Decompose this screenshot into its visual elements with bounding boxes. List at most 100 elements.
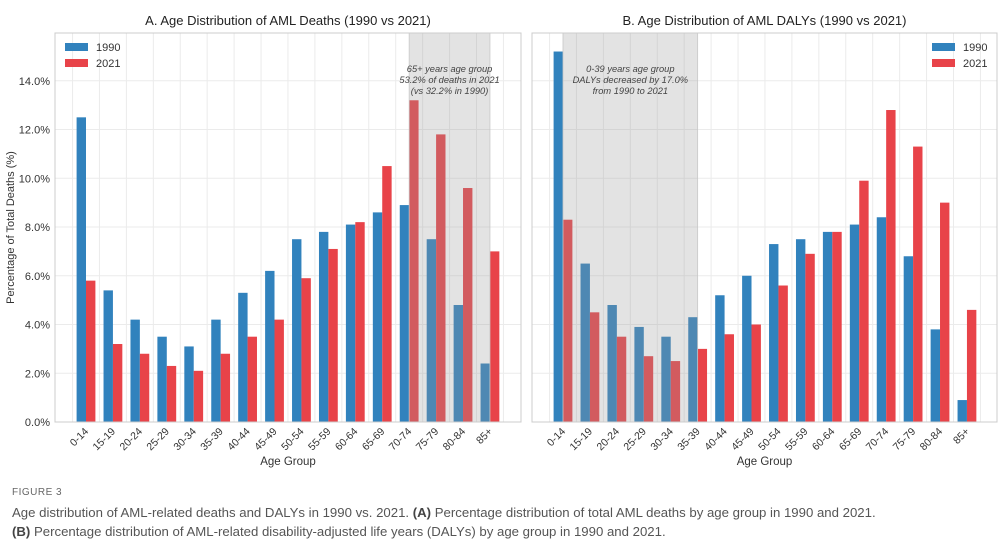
bar-1990-65-69 xyxy=(372,212,383,422)
bar-2021-40-44 xyxy=(724,334,734,422)
bar-1990-80-84 xyxy=(930,329,941,422)
y-tick-label: 2.0% xyxy=(25,368,50,380)
bar-1990-35-39 xyxy=(211,319,221,422)
bar-1990-40-44 xyxy=(238,292,248,422)
plot-frame xyxy=(54,32,522,423)
caption-b-tag: (B) xyxy=(12,524,31,539)
bar-2021-60-64 xyxy=(355,222,365,422)
legend-swatch-1990 xyxy=(932,43,955,51)
bar-2021-25-29 xyxy=(643,356,654,422)
x-tick-label: 35-39 xyxy=(198,426,226,454)
bar-2021-45-49 xyxy=(751,324,761,422)
x-tick-label: 75-79 xyxy=(891,426,919,454)
bar-2021-20-24 xyxy=(616,336,627,422)
x-tick-label: 65-69 xyxy=(360,426,388,454)
plot-frame xyxy=(531,32,998,423)
y-tick-label: 10.0% xyxy=(19,173,50,185)
bar-1990-50-54 xyxy=(292,239,302,422)
bar-1990-55-59 xyxy=(795,239,806,422)
x-tick-label: 50-54 xyxy=(279,426,307,454)
bar-2021-0-14 xyxy=(563,219,573,422)
bar-2021-85+ xyxy=(966,309,977,422)
annotation-line: 0-39 years age group xyxy=(586,64,674,74)
x-tick-label: 15-19 xyxy=(91,426,119,454)
x-axis-label: Age Group xyxy=(737,456,793,468)
y-tick-label: 0.0% xyxy=(25,417,50,429)
x-tick-label: 40-44 xyxy=(225,426,253,454)
y-tick-label: 4.0% xyxy=(25,320,50,332)
annotation-line: DALYs decreased by 17.0% xyxy=(573,75,688,85)
bar-1990-20-24 xyxy=(130,319,140,422)
x-tick-label: 75-79 xyxy=(414,426,442,454)
legend: 1990 2021 xyxy=(65,42,120,70)
bar-1990-75-79 xyxy=(903,256,914,422)
x-tick-label: 20-24 xyxy=(118,426,146,454)
bar-2021-55-59 xyxy=(328,248,338,422)
chart-title: A. Age Distribution of AML Deaths (1990 … xyxy=(145,13,431,28)
bar-2021-75-79 xyxy=(913,146,923,422)
bar-1990-50-54 xyxy=(769,244,779,422)
bar-1990-15-19 xyxy=(580,263,590,422)
bar-1990-35-39 xyxy=(688,317,698,422)
legend-swatch-2021 xyxy=(65,59,88,67)
bar-1990-45-49 xyxy=(742,275,752,422)
x-tick-label: 80-84 xyxy=(441,426,469,454)
legend-swatch-2021 xyxy=(932,59,955,67)
chart-title: B. Age Distribution of AML DALYs (1990 v… xyxy=(623,13,907,28)
x-tick-label: 70-74 xyxy=(387,426,415,454)
y-axis-label: Percentage of Total Deaths (%) xyxy=(5,151,17,304)
legend-label: 1990 xyxy=(963,42,987,54)
x-tick-label: 45-49 xyxy=(729,426,757,454)
highlight-region xyxy=(408,32,491,423)
bar-2021-80-84 xyxy=(463,188,473,422)
bar-1990-55-59 xyxy=(318,231,329,422)
bar-2021-20-24 xyxy=(139,353,150,422)
bar-2021-15-19 xyxy=(112,344,123,422)
bar-1990-40-44 xyxy=(715,295,725,422)
bar-1990-60-64 xyxy=(345,224,356,422)
x-tick-label: 55-59 xyxy=(783,426,811,454)
figure-label: FIGURE 3 xyxy=(12,487,63,498)
bar-1990-25-29 xyxy=(157,336,167,422)
x-axis-label: Age Group xyxy=(260,456,316,468)
x-tick-label: 55-59 xyxy=(306,426,334,454)
bar-2021-25-29 xyxy=(166,365,177,422)
bar-1990-65-69 xyxy=(849,224,860,422)
bar-2021-75-79 xyxy=(436,134,446,422)
figure-caption: Age distribution of AML-related deaths a… xyxy=(12,503,997,541)
x-tick-label: 0-14 xyxy=(545,426,568,449)
highlight-region xyxy=(562,32,699,423)
bar-2021-65-69 xyxy=(382,166,392,422)
bar-1990-0-14 xyxy=(553,51,563,423)
bar-1990-45-49 xyxy=(265,270,275,422)
bar-1990-70-74 xyxy=(399,205,410,422)
bar-1990-60-64 xyxy=(822,231,833,422)
x-tick-label: 80-84 xyxy=(918,426,946,454)
y-tick-label: 8.0% xyxy=(25,222,50,234)
bar-2021-80-84 xyxy=(940,202,950,422)
bar-2021-65-69 xyxy=(859,180,869,422)
bar-1990-75-79 xyxy=(426,239,437,422)
x-tick-label: 20-24 xyxy=(595,426,623,454)
x-tick-label: 70-74 xyxy=(864,426,892,454)
bar-2021-70-74 xyxy=(886,110,896,422)
bar-2021-50-54 xyxy=(778,285,788,422)
bar-2021-55-59 xyxy=(805,253,815,422)
x-tick-label: 85+ xyxy=(951,426,972,447)
legend-label: 2021 xyxy=(963,58,987,70)
bar-1990-70-74 xyxy=(876,217,887,422)
bar-1990-80-84 xyxy=(453,305,464,422)
x-tick-label: 60-64 xyxy=(333,426,361,454)
bar-2021-45-49 xyxy=(274,319,284,422)
x-tick-label: 30-34 xyxy=(171,426,199,454)
bar-1990-30-34 xyxy=(184,346,194,422)
legend: 1990 2021 xyxy=(932,42,987,70)
x-tick-label: 35-39 xyxy=(675,426,703,454)
bar-1990-0-14 xyxy=(76,117,86,422)
x-tick-label: 15-19 xyxy=(568,426,596,454)
bar-1990-85+ xyxy=(957,400,967,422)
annotation-line: from 1990 to 2021 xyxy=(593,86,668,96)
bar-2021-30-34 xyxy=(670,361,681,422)
caption-intro: Age distribution of AML-related deaths a… xyxy=(12,505,410,520)
